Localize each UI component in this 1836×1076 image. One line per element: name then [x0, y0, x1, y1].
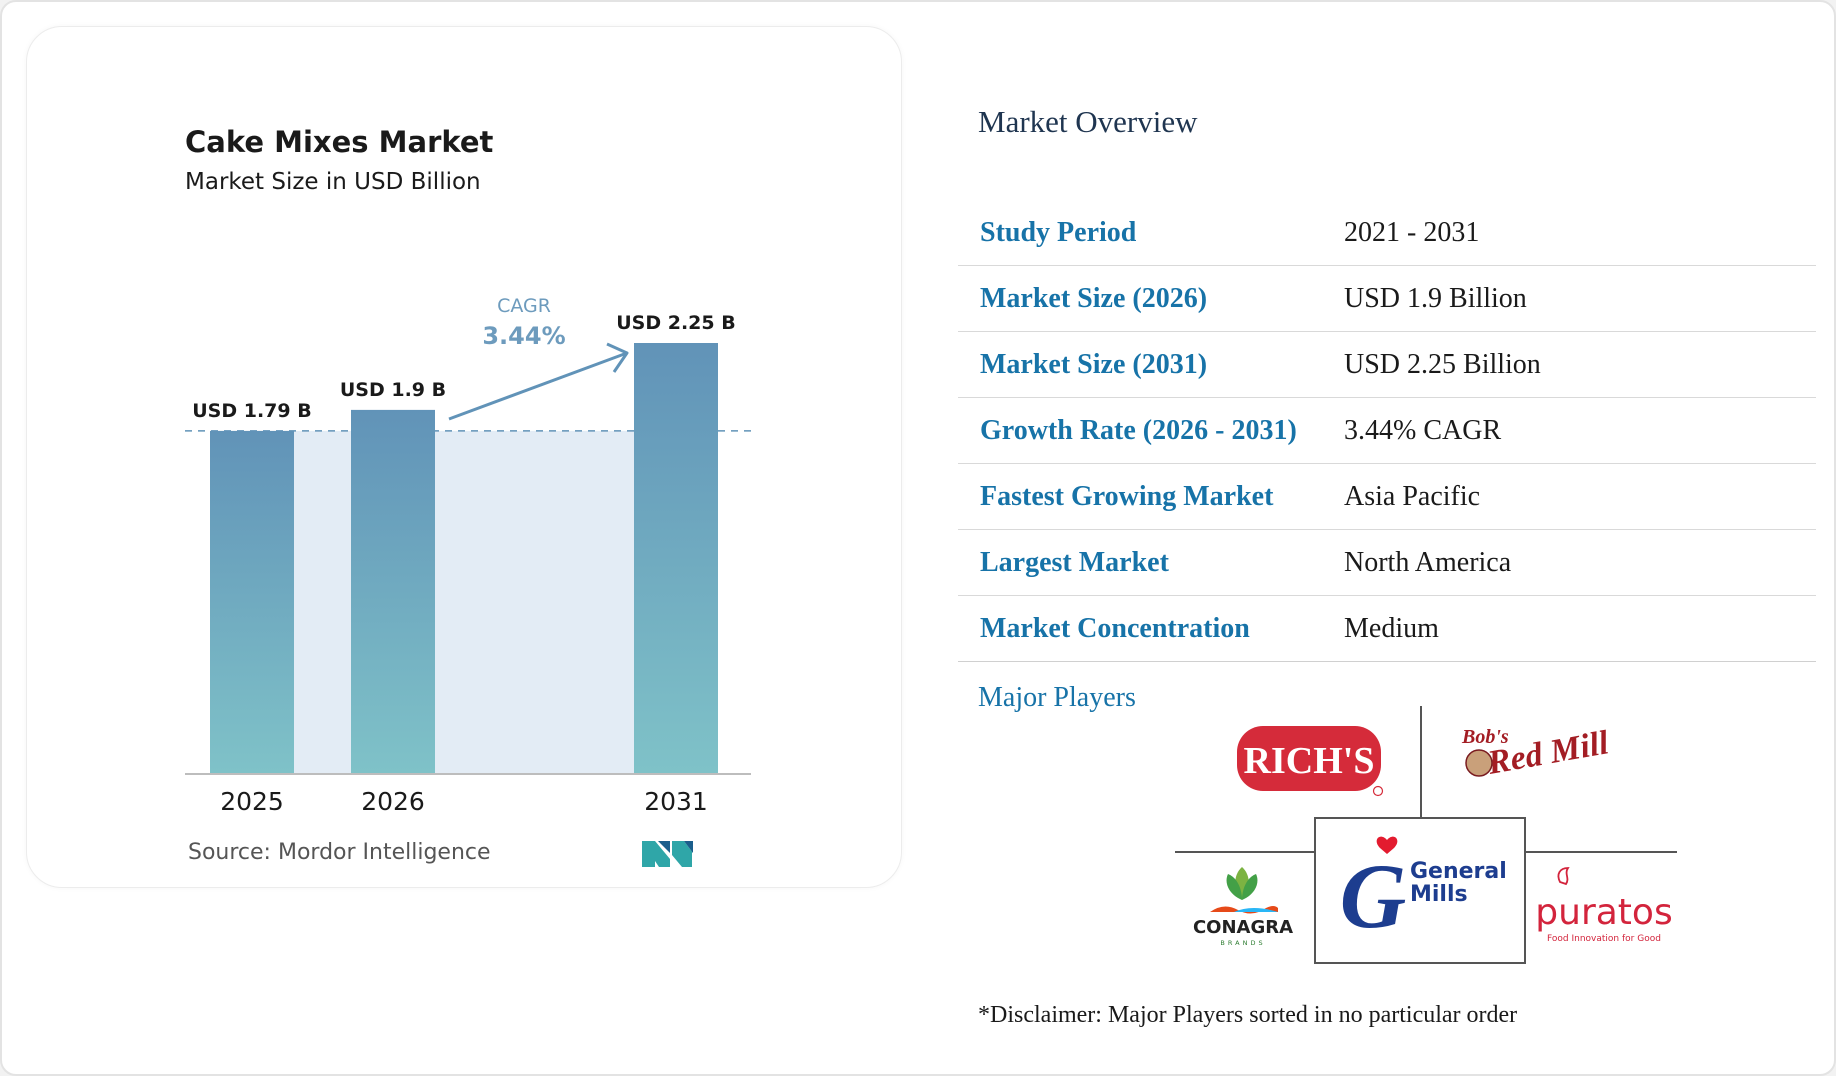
source-text: Source: Mordor Intelligence	[188, 840, 491, 865]
svg-text:puratos: puratos	[1535, 892, 1672, 933]
overview-row-value: Medium	[1344, 595, 1816, 662]
svg-text:G: G	[1340, 845, 1406, 947]
richs-logo-icon: RICH'S	[1237, 726, 1384, 797]
major-players-logos: RICH'S Bob's Red Mill G General Mills CO…	[1175, 706, 1677, 964]
svg-text:CONAGRA: CONAGRA	[1193, 917, 1293, 938]
overview-row-value: USD 1.9 Billion	[1344, 265, 1816, 332]
overview-row-value: North America	[1344, 529, 1816, 596]
overview-row-label: Growth Rate (2026 - 2031)	[958, 397, 1344, 464]
overview-row: Market Size (2031) USD 2.25 Billion	[958, 331, 1816, 398]
data-label: USD 1.79 B	[192, 400, 311, 422]
svg-text:Food Innovation for Good: Food Innovation for Good	[1547, 934, 1661, 944]
overview-row: Market Size (2026) USD 1.9 Billion	[958, 265, 1816, 332]
data-label: USD 1.9 B	[340, 379, 446, 401]
bar-chart: Cake Mixes Market Market Size in USD Bil…	[185, 125, 755, 867]
overview-row: Market Concentration Medium	[958, 595, 1816, 662]
disclaimer-text: *Disclaimer: Major Players sorted in no …	[978, 1002, 1518, 1028]
bar-2026	[351, 409, 435, 773]
overview-row-label: Market Size (2026)	[958, 265, 1344, 332]
bar-2031	[634, 343, 718, 773]
overview-row-value: Asia Pacific	[1344, 463, 1816, 530]
cagr-value: 3.44%	[482, 322, 565, 350]
overview-row-value: 3.44% CAGR	[1344, 397, 1816, 464]
overview-row-value: USD 2.25 Billion	[1344, 331, 1816, 398]
x-tick-label: 2026	[361, 787, 425, 816]
cagr-arrow	[448, 351, 628, 421]
major-players-title: Major Players	[978, 682, 1136, 713]
mordor-logo-icon	[642, 841, 693, 867]
chart-card: Cake Mixes Market Market Size in USD Bil…	[26, 26, 902, 888]
overview-row: Largest Market North America	[958, 529, 1816, 596]
x-tick-label: 2025	[220, 787, 284, 816]
cagr-arrow-head	[606, 342, 629, 373]
bobs-red-mill-logo-icon: Bob's Red Mill	[1461, 724, 1612, 782]
general-mills-logo-icon: G General Mills	[1340, 836, 1507, 947]
overview-row-label: Largest Market	[958, 529, 1344, 596]
overview-row-label: Fastest Growing Market	[958, 463, 1344, 530]
overview-row-label: Study Period	[958, 200, 1344, 266]
overview-row-label: Market Concentration	[958, 595, 1344, 662]
overview-title: Market Overview	[978, 104, 1198, 139]
x-tick-label: 2031	[644, 787, 708, 816]
overview-row: Fastest Growing Market Asia Pacific	[958, 463, 1816, 530]
overview-row-value: 2021 - 2031	[1344, 200, 1816, 266]
bar-2025	[210, 430, 294, 773]
puratos-logo-icon: puratos Food Innovation for Good	[1535, 867, 1673, 944]
data-label: USD 2.25 B	[616, 312, 735, 334]
svg-text:Bob's: Bob's	[1461, 726, 1509, 748]
svg-text:RICH'S: RICH'S	[1244, 740, 1375, 782]
svg-text:BRANDS: BRANDS	[1220, 939, 1265, 947]
overview-row: Growth Rate (2026 - 2031) 3.44% CAGR	[958, 397, 1816, 464]
chart-band	[294, 430, 351, 773]
conagra-logo-icon: CONAGRA BRANDS	[1193, 867, 1293, 947]
overview-row: Study Period 2021 - 2031	[958, 200, 1816, 266]
overview-row-label: Market Size (2031)	[958, 331, 1344, 398]
overview-table: Study Period 2021 - 2031 Market Size (2026…	[958, 200, 1816, 662]
chart-title: Cake Mixes Market	[185, 125, 494, 159]
chart-subtitle: Market Size in USD Billion	[185, 169, 481, 195]
chart-band	[435, 430, 634, 773]
svg-text:Mills: Mills	[1410, 882, 1468, 907]
svg-text:General: General	[1410, 859, 1507, 884]
cagr-label: CAGR	[497, 295, 551, 317]
